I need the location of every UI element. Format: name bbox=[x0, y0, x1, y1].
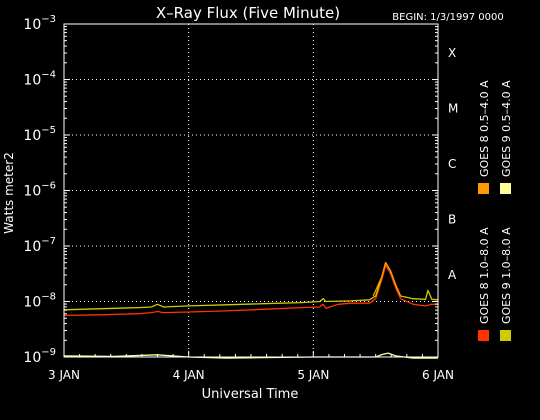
y-tick-label: 10−6 bbox=[23, 181, 56, 200]
y-tick-label: 10−8 bbox=[23, 292, 56, 311]
x-tick-label: 3 JAN bbox=[48, 368, 80, 382]
y-tick-label: 10−4 bbox=[23, 70, 56, 89]
legend-entry: GOES 8 0.5–4.0 A bbox=[478, 80, 491, 177]
flare-class-label: X bbox=[448, 46, 456, 60]
legend-swatch bbox=[500, 330, 511, 341]
chart-title: X–Ray Flux (Five Minute) bbox=[156, 4, 340, 22]
legend-swatch bbox=[478, 330, 489, 341]
legend: GOES 8 1.0–8.0 A GOES 8 0.5–4.0 A GOES 9 1… bbox=[478, 80, 513, 341]
legend-entry: GOES 9 1.0–8.0 A bbox=[500, 227, 513, 324]
flare-class-label: B bbox=[448, 212, 456, 226]
y-tick-label: 10−3 bbox=[23, 14, 56, 33]
series-line bbox=[63, 264, 438, 317]
x-axis-label: Universal Time bbox=[202, 387, 299, 402]
begin-date-label: BEGIN: 1/3/1997 0000 bbox=[392, 12, 503, 23]
x-axis-ticks: 3 JAN 4 JAN 5 JAN 6 JAN bbox=[48, 351, 454, 382]
series-line bbox=[372, 261, 402, 297]
x-tick-label: 4 JAN bbox=[173, 368, 205, 382]
x-tick-label: 6 JAN bbox=[422, 368, 454, 382]
y-axis-label: Watts meter2 bbox=[2, 152, 16, 234]
y-tick-label: 10−5 bbox=[23, 125, 56, 144]
x-tick-label: 5 JAN bbox=[297, 368, 329, 382]
flare-class-label: C bbox=[448, 157, 456, 171]
flare-class-labels: X M C B A bbox=[448, 46, 458, 282]
legend-swatch bbox=[478, 183, 489, 194]
legend-entry: GOES 9 0.5–4.0 A bbox=[500, 80, 513, 177]
y-axis-ticks: 10−3 10−4 10−5 10−6 10−7 10−8 10−9 bbox=[23, 14, 438, 366]
legend-entry: GOES 8 1.0–8.0 A bbox=[478, 227, 491, 324]
flare-class-label: A bbox=[448, 268, 457, 282]
series-line bbox=[63, 261, 439, 311]
legend-swatch bbox=[500, 183, 511, 194]
y-tick-label: 10−7 bbox=[23, 236, 56, 255]
y-tick-label: 10−9 bbox=[23, 347, 56, 366]
flare-class-label: M bbox=[448, 101, 458, 115]
